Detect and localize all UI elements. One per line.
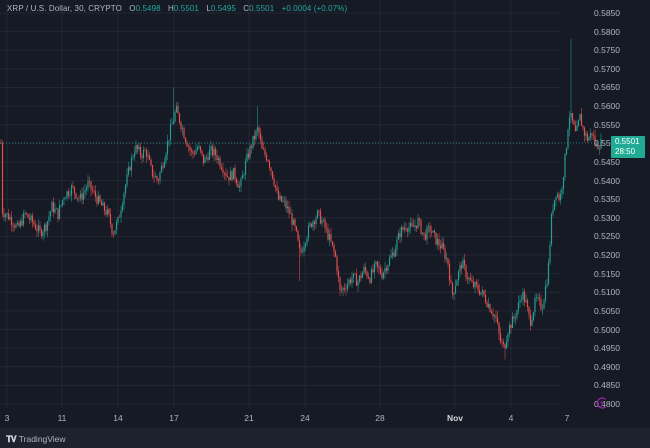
time-tick: Nov (446, 413, 464, 423)
lightning-event-icon[interactable] (596, 397, 608, 409)
price-tick: 0.5850 (594, 8, 620, 18)
price-tick: 0.5700 (594, 63, 620, 74)
price-tick: 0.5200 (594, 250, 620, 261)
price-tick: 0.5600 (594, 101, 620, 112)
high-value: 0.5501 (173, 4, 199, 13)
brand-name[interactable]: TradingView (18, 434, 66, 444)
footer: 𝐓𝐕 TradingView (6, 430, 66, 448)
time-axis[interactable]: 3 11 14 17 21 24 28 Nov 4 7 (0, 408, 570, 428)
time-tick: 14 (113, 413, 123, 423)
symbol-title[interactable]: XRP / U.S. Dollar, 30, CRYPTO (7, 4, 122, 13)
price-tick: 0.5150 (594, 268, 620, 279)
price-tick: 0.5550 (594, 119, 620, 130)
price-tick: 0.4850 (594, 380, 620, 391)
tv-logo-icon[interactable]: 𝐓𝐕 (6, 433, 17, 444)
price-tick: 0.5450 (594, 156, 620, 167)
price-axis[interactable]: 0.5850 0.5800 0.5750 0.5700 0.5650 0.5600 0.55… (560, 0, 650, 409)
price-tick: 0.4900 (594, 361, 620, 372)
time-tick: 24 (300, 413, 310, 423)
time-tick: 4 (508, 413, 514, 423)
ohlc-legend: XRP / U.S. Dollar, 30, CRYPTO O0.5498 H0… (7, 4, 348, 13)
price-tick: 0.5100 (594, 287, 620, 298)
close-value: 0.5501 (249, 4, 275, 13)
last-price-label: 0.5501 28:50 (611, 136, 645, 158)
change-value: +0.0004 (+0.07%) (281, 4, 348, 13)
price-tick: 0.5300 (594, 212, 620, 223)
candlestick-chart[interactable] (0, 0, 650, 428)
time-tick: 28 (375, 413, 385, 423)
chart-pane[interactable]: XRP / U.S. Dollar, 30, CRYPTO O0.5498 H0… (0, 0, 650, 428)
price-tick: 0.5400 (594, 175, 620, 186)
price-tick: 0.4800 (594, 399, 620, 409)
last-price: 0.5501 (615, 137, 640, 146)
time-tick: 21 (244, 413, 254, 423)
price-tick: 0.5800 (594, 26, 620, 37)
time-tick: 11 (57, 413, 67, 423)
open-value: 0.5498 (135, 4, 161, 13)
price-tick: 0.5250 (594, 231, 620, 242)
price-tick: 0.5500 (594, 138, 620, 149)
price-tick: 0.5750 (594, 45, 620, 56)
price-tick: 0.5350 (594, 194, 620, 205)
price-tick: 0.5050 (594, 305, 620, 316)
price-tick: 0.4950 (594, 343, 620, 354)
price-tick: 0.5650 (594, 82, 620, 93)
time-tick: 17 (169, 413, 179, 423)
low-value: 0.5495 (210, 4, 236, 13)
bar-countdown: 28:50 (615, 147, 636, 156)
time-tick: 7 (564, 413, 570, 423)
price-tick: 0.5000 (594, 324, 620, 335)
time-tick: 3 (4, 413, 10, 423)
